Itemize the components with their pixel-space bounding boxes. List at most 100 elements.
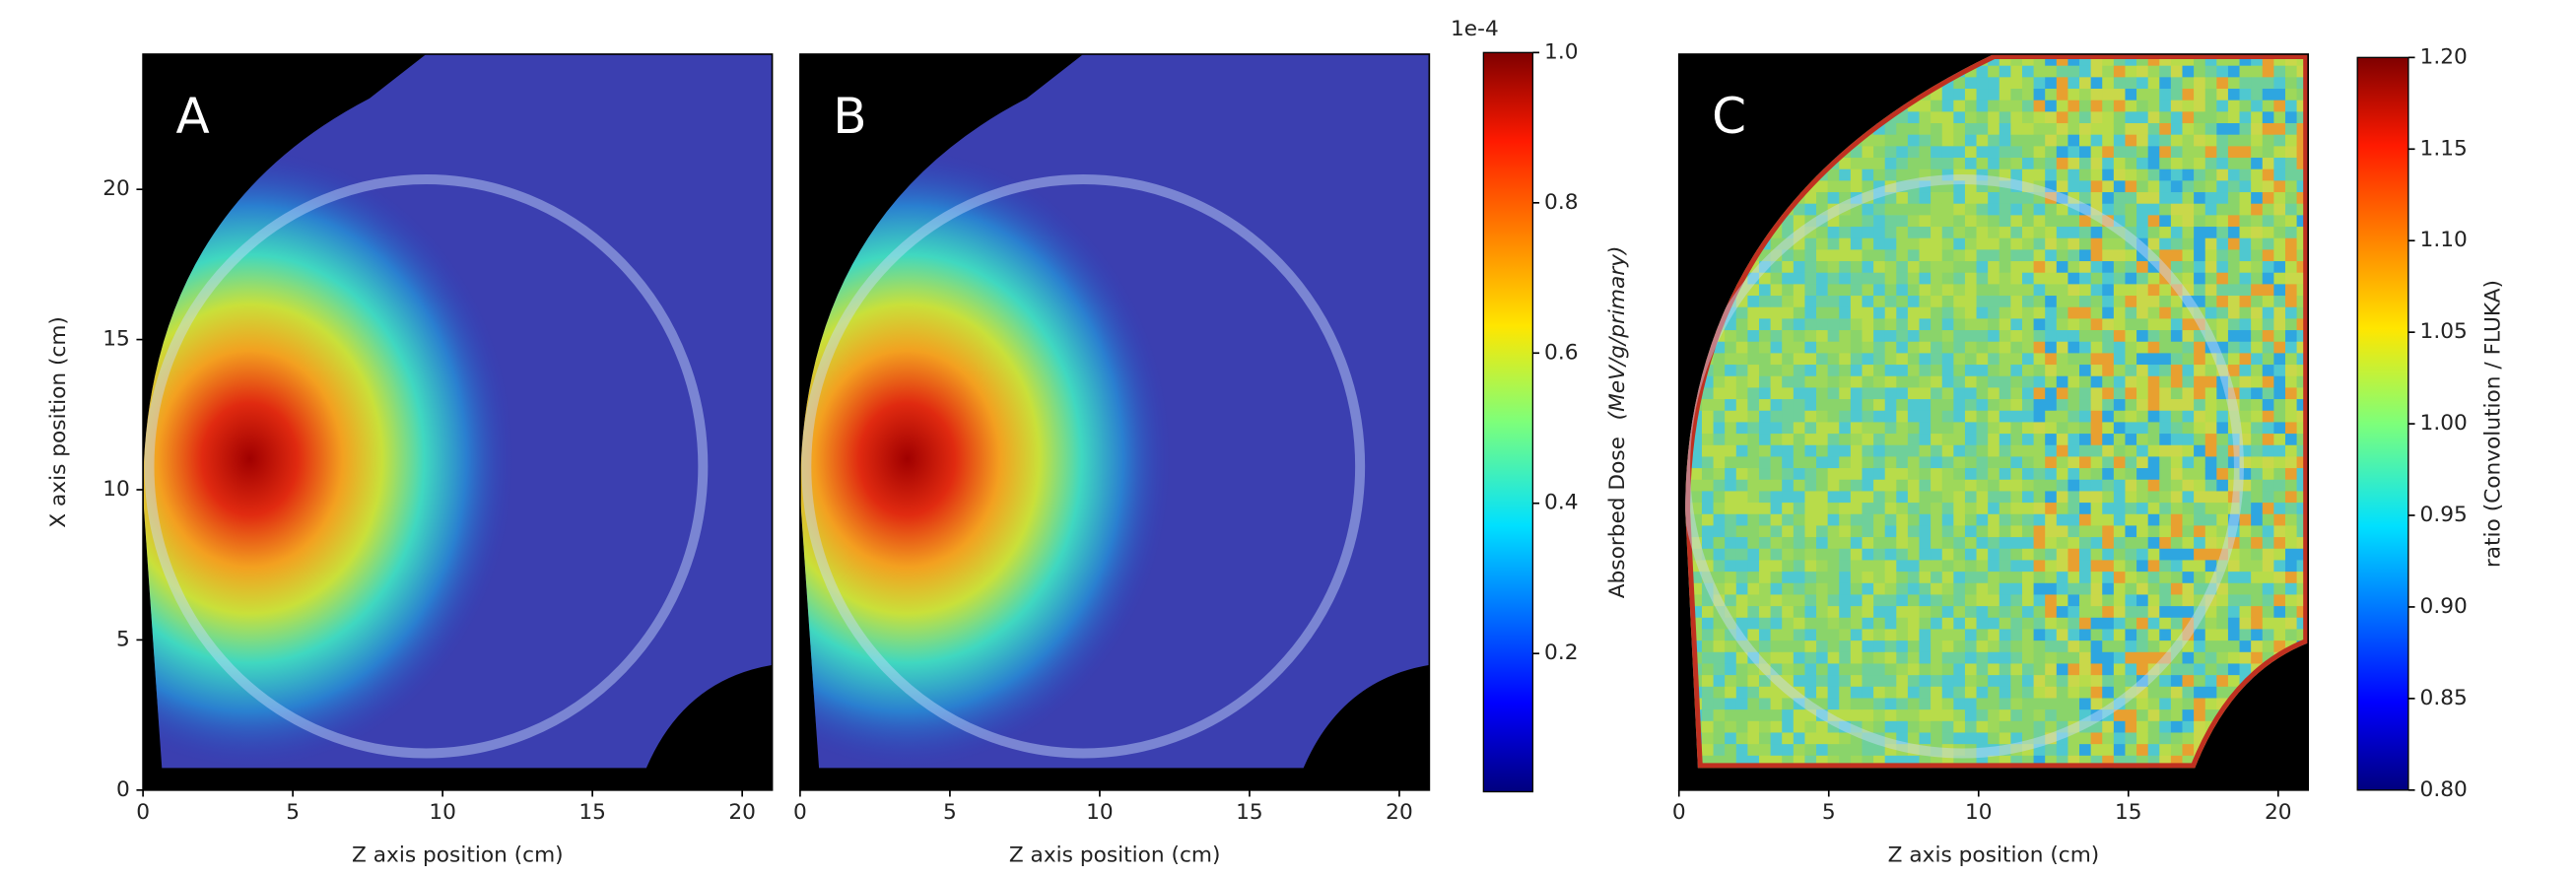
texture-cell bbox=[2263, 158, 2274, 169]
texture-cell bbox=[2022, 261, 2034, 273]
texture-cell bbox=[2125, 537, 2136, 549]
texture-cell bbox=[1714, 468, 1726, 480]
texture-cell bbox=[1965, 606, 1977, 618]
texture-cell bbox=[1794, 537, 1805, 549]
texture-cell bbox=[2068, 503, 2079, 514]
texture-cell bbox=[2045, 238, 2057, 250]
texture-cell bbox=[2000, 698, 2011, 709]
texture-cell bbox=[1977, 66, 1989, 78]
x-tick-label: 0 bbox=[1672, 800, 1686, 825]
texture-cell bbox=[1725, 399, 1736, 411]
colorbar-tick-label: 1.00 bbox=[2420, 411, 2468, 436]
texture-cell bbox=[1977, 663, 1989, 675]
texture-cell bbox=[2228, 158, 2240, 169]
texture-cell bbox=[1714, 698, 1726, 709]
texture-cell bbox=[1965, 652, 1977, 664]
texture-cell bbox=[2000, 629, 2011, 640]
texture-cell bbox=[1747, 687, 1759, 699]
texture-cell bbox=[1816, 606, 1828, 618]
texture-cell bbox=[1896, 318, 1908, 330]
texture-cell bbox=[1759, 330, 1771, 342]
texture-cell bbox=[2171, 560, 2183, 572]
texture-cell bbox=[2114, 434, 2126, 445]
texture-cell bbox=[1782, 480, 1794, 492]
texture-cell bbox=[2263, 549, 2274, 561]
texture-cell bbox=[2136, 111, 2148, 123]
texture-cell bbox=[2114, 411, 2126, 423]
texture-cell bbox=[2125, 307, 2136, 319]
texture-cell bbox=[2079, 273, 2091, 285]
texture-cell bbox=[2114, 572, 2126, 583]
texture-cell bbox=[1908, 503, 1920, 514]
texture-cell bbox=[2148, 525, 2160, 537]
texture-cell bbox=[1736, 434, 1748, 445]
texture-cell bbox=[2125, 215, 2136, 227]
texture-cell bbox=[2079, 732, 2091, 744]
texture-cell bbox=[1771, 342, 1783, 354]
texture-cell bbox=[1828, 227, 1840, 238]
texture-cell bbox=[2057, 640, 2068, 652]
texture-cell bbox=[1702, 411, 1714, 423]
texture-cell bbox=[2045, 549, 2057, 561]
texture-cell bbox=[2228, 640, 2240, 652]
texture-cell bbox=[1702, 732, 1714, 744]
texture-cell bbox=[1908, 365, 1920, 376]
texture-cell bbox=[2034, 411, 2046, 423]
panel-label: A bbox=[175, 88, 209, 145]
texture-cell bbox=[2171, 514, 2183, 526]
texture-cell bbox=[1804, 549, 1816, 561]
texture-cell bbox=[2091, 411, 2103, 423]
texture-cell bbox=[1942, 353, 1954, 365]
texture-cell bbox=[2045, 77, 2057, 89]
texture-cell bbox=[1873, 307, 1885, 319]
texture-cell bbox=[2091, 342, 2103, 354]
texture-cell bbox=[2285, 503, 2297, 514]
texture-cell bbox=[2216, 227, 2228, 238]
texture-cell bbox=[1942, 111, 1954, 123]
texture-cell bbox=[2034, 66, 2046, 78]
texture-cell bbox=[1953, 318, 1965, 330]
texture-cell bbox=[2205, 663, 2217, 675]
texture-cell bbox=[1736, 687, 1748, 699]
texture-cell bbox=[2273, 111, 2285, 123]
texture-cell bbox=[1759, 549, 1771, 561]
texture-cell bbox=[1931, 101, 1942, 112]
texture-cell bbox=[2171, 180, 2183, 192]
texture-cell bbox=[2000, 101, 2011, 112]
texture-cell bbox=[1725, 652, 1736, 664]
texture-cell bbox=[1873, 629, 1885, 640]
texture-cell bbox=[2010, 353, 2022, 365]
texture-cell bbox=[2102, 514, 2114, 526]
texture-cell bbox=[1771, 744, 1783, 756]
texture-cell bbox=[2057, 227, 2068, 238]
texture-cell bbox=[1794, 422, 1805, 434]
texture-cell bbox=[1771, 422, 1783, 434]
texture-cell bbox=[1942, 721, 1954, 733]
texture-cell bbox=[1965, 204, 1977, 216]
texture-cell bbox=[1839, 411, 1851, 423]
texture-cell bbox=[2034, 583, 2046, 595]
texture-cell bbox=[1862, 169, 1873, 181]
texture-cell bbox=[2205, 238, 2217, 250]
texture-cell bbox=[2010, 629, 2022, 640]
texture-cell bbox=[1885, 698, 1897, 709]
texture-cell bbox=[2022, 238, 2034, 250]
texture-cell bbox=[1977, 456, 1989, 468]
texture-cell bbox=[1908, 687, 1920, 699]
texture-cell bbox=[2194, 687, 2205, 699]
texture-cell bbox=[1771, 629, 1783, 640]
texture-cell bbox=[1771, 318, 1783, 330]
texture-cell bbox=[2045, 101, 2057, 112]
colorbar-tick-label: 0.8 bbox=[1544, 190, 1578, 215]
texture-cell bbox=[1782, 549, 1794, 561]
texture-cell bbox=[1771, 698, 1783, 709]
texture-cell bbox=[2079, 111, 2091, 123]
texture-cell bbox=[2273, 387, 2285, 399]
texture-cell bbox=[2228, 353, 2240, 365]
texture-cell bbox=[2228, 652, 2240, 664]
texture-cell bbox=[2216, 663, 2228, 675]
texture-cell bbox=[1873, 146, 1885, 158]
texture-cell bbox=[1908, 376, 1920, 388]
texture-cell bbox=[2136, 709, 2148, 721]
texture-cell bbox=[2171, 525, 2183, 537]
